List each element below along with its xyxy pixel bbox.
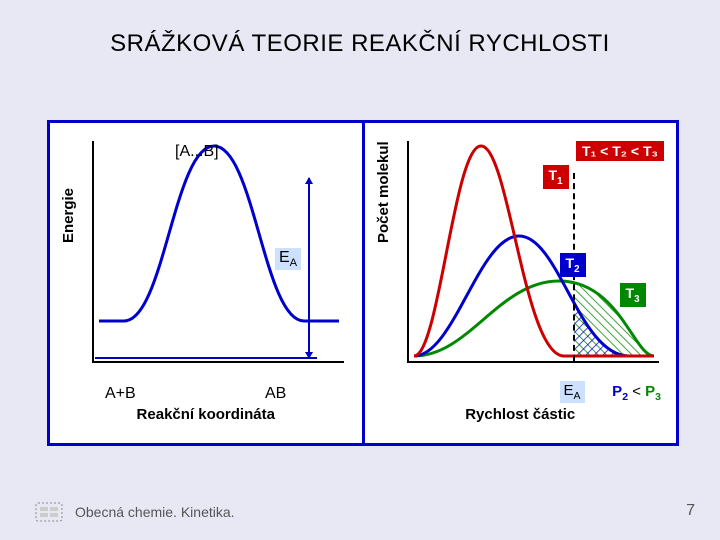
t2-badge: T2 xyxy=(560,253,586,277)
left-curve-svg xyxy=(94,141,344,361)
slide-title: SRÁŽKOVÁ TEORIE REAKČNÍ RYCHLOSTI xyxy=(0,30,720,58)
right-ylabel: Počet molekul xyxy=(375,141,392,243)
probability-inequality: P2 < P3 xyxy=(612,383,661,403)
base-line xyxy=(95,357,317,359)
distribution-chart: Počet molekul T₁ < T₂ < T₃ T1 T2 T3 xyxy=(362,123,677,443)
t3-badge: T3 xyxy=(620,283,646,307)
ea-threshold-label: EA xyxy=(560,381,585,403)
transition-state-label: [A...B] xyxy=(175,143,219,161)
products-label: AB xyxy=(265,385,286,403)
right-xlabel: Rychlost částic xyxy=(365,406,677,423)
left-plot-area xyxy=(92,141,344,363)
left-xlabel: Reakční koordináta xyxy=(50,406,362,423)
energy-chart: Energie [A...B] EA A+B AB Reakční koordi… xyxy=(50,123,362,443)
footer-text: Obecná chemie. Kinetika. xyxy=(75,504,235,520)
charts-container: Energie [A...B] EA A+B AB Reakční koordi… xyxy=(47,120,679,446)
left-ylabel: Energie xyxy=(60,188,77,243)
page-number: 7 xyxy=(686,502,695,520)
ea-label: EA xyxy=(275,248,301,270)
ea-arrow xyxy=(308,178,310,358)
reactants-label: A+B xyxy=(105,385,136,403)
right-plot-area xyxy=(407,141,659,363)
footer-logo-icon xyxy=(35,502,63,522)
t1-badge: T1 xyxy=(543,165,569,189)
energy-curve xyxy=(99,146,339,321)
right-curves-svg xyxy=(409,141,659,361)
